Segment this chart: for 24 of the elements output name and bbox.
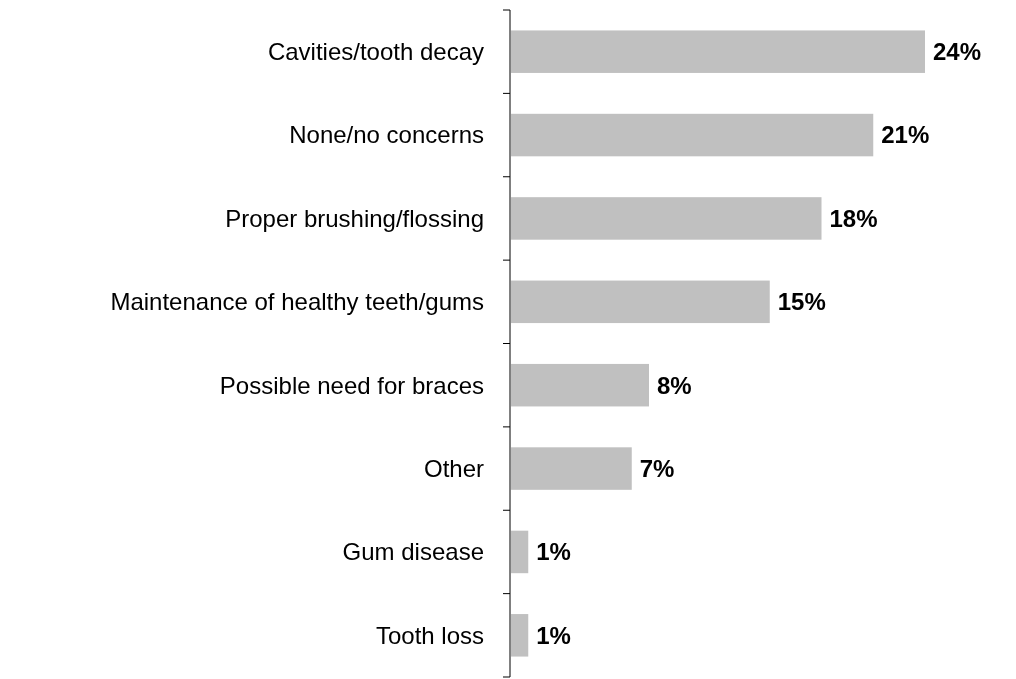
bar (511, 363, 649, 407)
data-label: 18% (829, 204, 878, 232)
bar (511, 447, 632, 490)
data-label: 15% (777, 288, 826, 316)
y-tick-label: Tooth loss (375, 621, 484, 649)
y-tick-label: Cavities/tooth decay (267, 38, 484, 66)
y-tick-label: None/no concerns (289, 121, 484, 149)
y-tick-label: Possible need for braces (219, 371, 484, 399)
bar (511, 530, 529, 574)
data-label: 8% (657, 371, 692, 399)
y-tick-label: Other (423, 454, 484, 482)
data-label: 1% (536, 538, 571, 566)
bar (511, 113, 874, 157)
bar (511, 197, 822, 240)
data-label: 24% (933, 38, 982, 66)
bar (511, 280, 770, 324)
bar (511, 30, 925, 73)
bar (511, 614, 529, 657)
y-tick-label: Proper brushing/flossing (225, 204, 484, 232)
data-label: 21% (881, 121, 930, 149)
y-tick-label: Maintenance of healthy teeth/gums (110, 288, 484, 316)
data-label: 1% (536, 621, 571, 649)
y-tick-label: Gum disease (342, 538, 484, 566)
data-label: 7% (639, 454, 675, 482)
